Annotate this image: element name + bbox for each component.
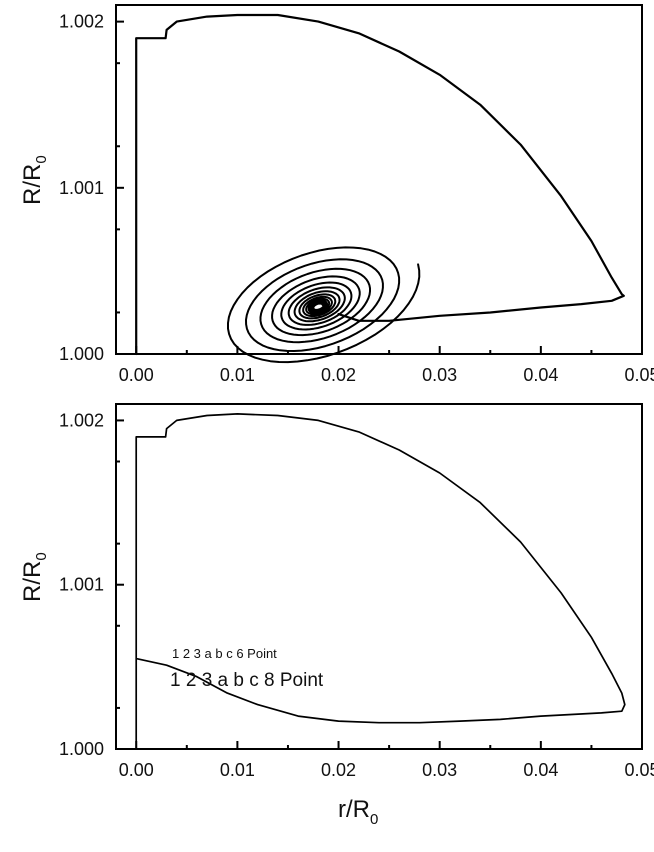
annotation-6-point: 1 2 3 a b c 6 Point xyxy=(172,646,277,661)
top-curves xyxy=(135,13,625,364)
bottom-xtick-label-5: 0.05 xyxy=(624,760,654,780)
top-xtick-label-5: 0.05 xyxy=(624,365,654,385)
bottom-panel: 1.000 1.001 1.002 0.00 0.01 0.02 0.03 0.04 0.05… xyxy=(19,403,654,828)
bottom-ytick-label-2: 1.002 xyxy=(59,410,104,430)
top-xtick-label-3: 0.03 xyxy=(422,365,457,385)
top-ytick-label-0: 1.000 xyxy=(59,344,104,364)
annotation-8-point: 1 2 3 a b c 8 Point xyxy=(170,670,324,691)
bottom-y-axis-title: R/R0 xyxy=(19,552,50,602)
top-ytick-label-1: 1.001 xyxy=(59,178,104,198)
top-spiral xyxy=(227,246,421,364)
top-plot-frame xyxy=(115,4,643,355)
top-y-axis-main: R/R xyxy=(19,164,46,205)
bottom-xtick-label-4: 0.04 xyxy=(523,760,558,780)
top-y-axis-sub: 0 xyxy=(33,155,50,163)
top-y-ticks: 1.000 1.001 1.002 xyxy=(59,12,124,364)
top-xtick-label-0: 0.00 xyxy=(119,365,154,385)
top-xtick-label-2: 0.02 xyxy=(321,365,356,385)
bottom-xtick-label-1: 0.01 xyxy=(220,760,255,780)
bottom-curves xyxy=(135,413,626,750)
bottom-y-axis-sub: 0 xyxy=(33,552,50,560)
x-axis-main: r/R xyxy=(338,796,370,823)
bottom-y-ticks: 1.000 1.001 1.002 xyxy=(59,410,124,759)
bottom-trajectory-0 xyxy=(135,413,626,750)
top-xtick-label-1: 0.01 xyxy=(220,365,255,385)
bottom-plot-frame xyxy=(115,403,643,750)
bottom-ytick-label-1: 1.001 xyxy=(59,575,104,595)
bottom-xtick-label-3: 0.03 xyxy=(422,760,457,780)
top-xtick-label-4: 0.04 xyxy=(523,365,558,385)
top-y-axis-title: R/R0 xyxy=(19,155,50,205)
top-panel: 1.000 1.001 1.002 0.00 0.01 0.02 0.03 0.04 0.05… xyxy=(19,4,654,385)
x-axis-title: r/R0 xyxy=(338,796,378,828)
bottom-x-ticks: 0.00 0.01 0.02 0.03 0.04 0.05 xyxy=(119,741,654,780)
top-trajectory-0 xyxy=(135,13,625,356)
bottom-y-axis-main: R/R xyxy=(19,561,46,602)
top-ytick-label-2: 1.002 xyxy=(59,12,104,32)
bottom-ytick-label-0: 1.000 xyxy=(59,739,104,759)
top-x-ticks: 0.00 0.01 0.02 0.03 0.04 0.05 xyxy=(119,346,654,385)
bottom-xtick-label-0: 0.00 xyxy=(119,760,154,780)
x-axis-sub: 0 xyxy=(370,811,378,828)
bottom-xtick-label-2: 0.02 xyxy=(321,760,356,780)
